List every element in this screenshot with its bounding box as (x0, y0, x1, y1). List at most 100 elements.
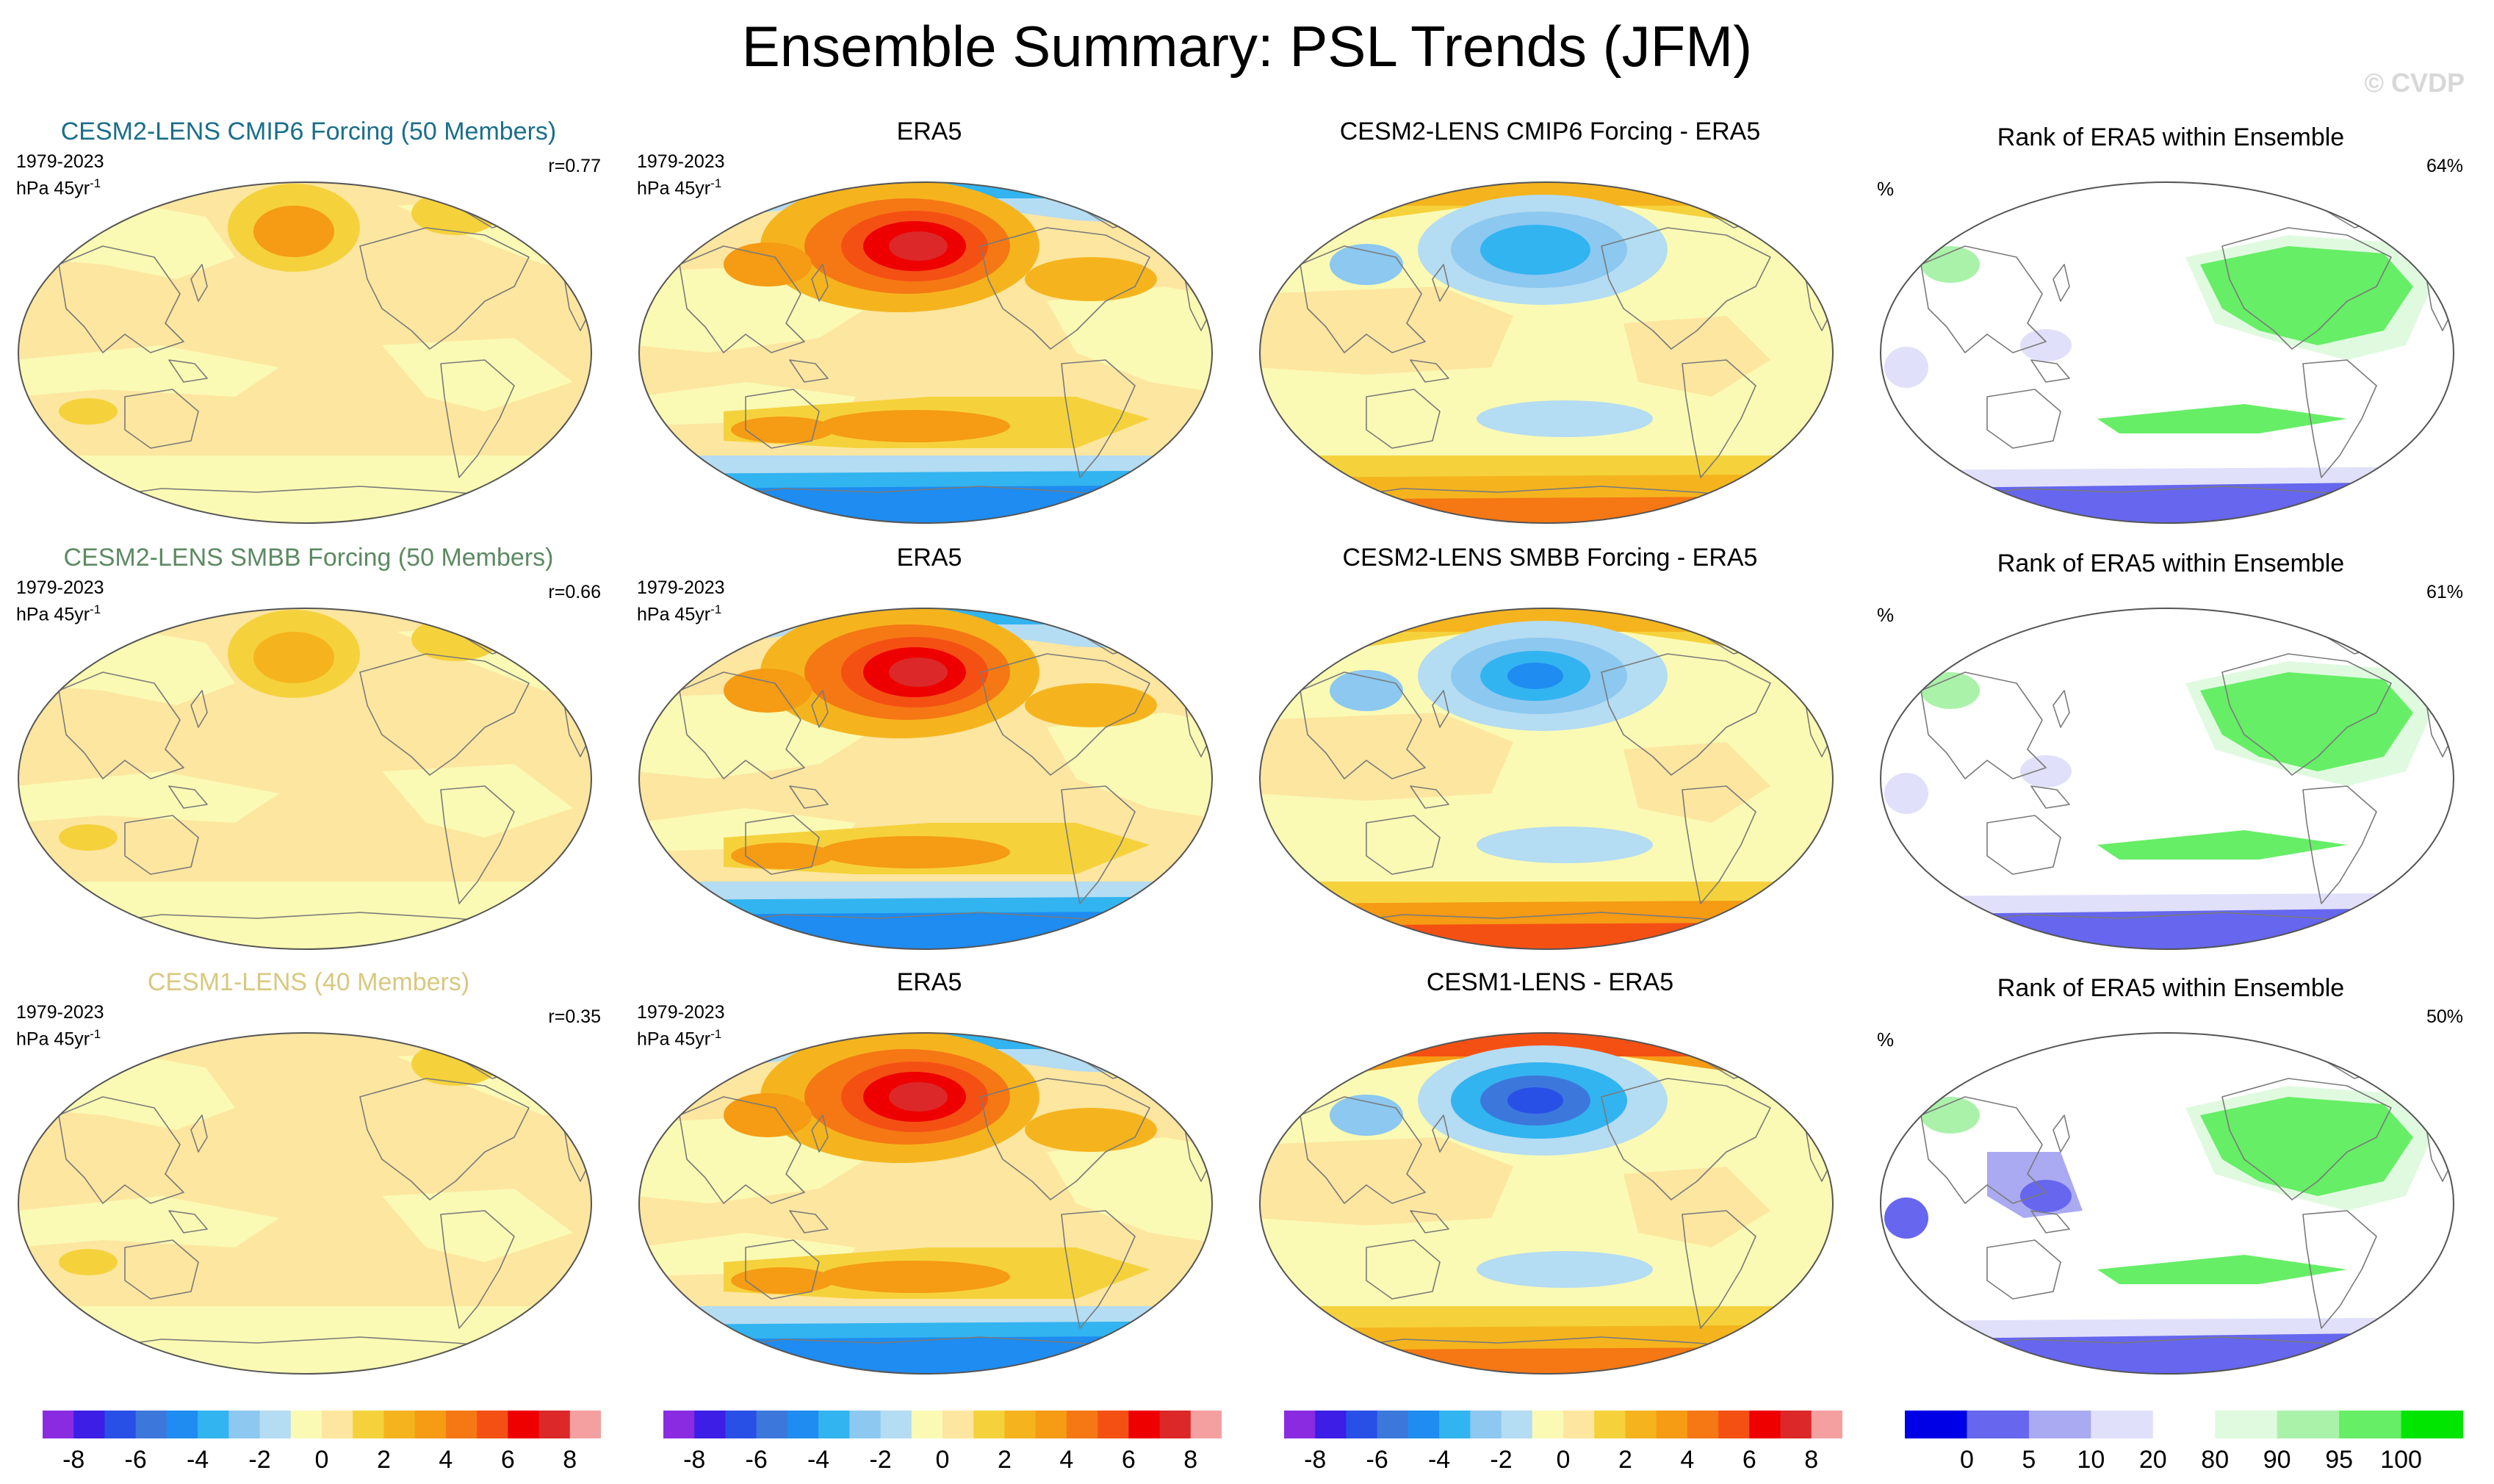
period-units-label: 1979-2023 hPa 45yr-1 (637, 1002, 725, 1050)
colorbar-swatch (477, 1411, 508, 1438)
coastline (811, 690, 829, 728)
trend-contour-region (819, 836, 1010, 868)
coastline (1061, 359, 1136, 478)
coastline (359, 653, 530, 776)
obs-title: ERA5 (896, 968, 962, 996)
colorbar-tick-label: 0 (1556, 1446, 1571, 1474)
units-text: hPa 45yr (16, 178, 90, 199)
colorbar-swatch (1377, 1411, 1409, 1438)
robinson-map (1880, 1032, 2454, 1375)
robinson-map (638, 1032, 1213, 1375)
colorbar-tick-label: -2 (1490, 1446, 1513, 1474)
colorbar-swatch (445, 1411, 477, 1438)
colorbar-tick-label: 90 (2263, 1446, 2291, 1474)
trend-contour-region (731, 843, 834, 869)
rank-title: Rank of ERA5 within Ensemble (1997, 974, 2345, 1002)
coastline (2221, 1078, 2392, 1200)
coastline (1410, 785, 1449, 809)
robinson-map (638, 608, 1213, 950)
difference-panel: CESM2-LENS CMIP6 Forcing - ERA5 (1241, 118, 1859, 529)
colorbar-swatch (880, 1411, 912, 1438)
coastline (2302, 359, 2377, 478)
units-exponent: -1 (710, 176, 722, 190)
colorbar-tick-label: 8 (1804, 1446, 1819, 1474)
difference-title: CESM2-LENS CMIP6 Forcing - ERA5 (1339, 118, 1761, 145)
map-outline (18, 1032, 592, 1375)
coastline (1601, 653, 1771, 776)
period-label: 1979-2023 (16, 577, 104, 598)
colorbar-tick-label: -2 (869, 1446, 892, 1474)
trend-contour-region (819, 1261, 1010, 1293)
trend-contour-region (889, 231, 948, 261)
coastline (168, 359, 208, 383)
trend-contour-region (1260, 287, 1513, 375)
trend-contour-region (382, 338, 573, 411)
coastline (1300, 671, 1426, 779)
coastline (789, 359, 829, 383)
colorbar-swatch (135, 1411, 167, 1438)
colorbar-swatch (1098, 1411, 1129, 1438)
coastline (980, 227, 1150, 350)
robinson-map (1880, 181, 2454, 524)
trend-contour-region (1025, 683, 1157, 727)
units-label: hPa 45yr-1 (16, 599, 104, 625)
map-outline (18, 181, 592, 524)
model-title: CESM1-LENS (40 Members) (147, 968, 470, 996)
colorbar-tick-label: 95 (2325, 1446, 2354, 1474)
colorbar-tick-label: 20 (2138, 1446, 2167, 1474)
trend-contour-region (889, 1082, 948, 1112)
colorbar-swatch (2339, 1411, 2402, 1438)
colorbar-swatch (2152, 1411, 2216, 1438)
colorbar-tick-label: 0 (314, 1446, 329, 1474)
colorbar-swatch (1004, 1411, 1037, 1438)
colorbar-swatch (2028, 1411, 2091, 1438)
trend-contour-region (2200, 246, 2413, 345)
colorbar-swatch (538, 1411, 571, 1438)
colorbar-swatch (353, 1411, 384, 1438)
robinson-map (18, 608, 592, 950)
units-text: hPa 45yr (637, 178, 711, 199)
colorbar-swatch (1749, 1411, 1781, 1438)
robinson-map (1880, 608, 2454, 950)
difference-panel: CESM2-LENS SMBB Forcing - ERA5 (1241, 544, 1859, 955)
trend-contour-region (1330, 1095, 1403, 1136)
trend-contour-region (18, 771, 279, 823)
colorbar-swatch (1128, 1411, 1161, 1438)
units-exponent: -1 (710, 1027, 722, 1041)
coastline (2030, 1210, 2070, 1233)
units-exponent: -1 (710, 602, 722, 616)
units-exponent: -1 (90, 1027, 101, 1041)
trend-contour-region (724, 1093, 812, 1137)
coastline (58, 245, 184, 353)
trend-contour-region (1884, 773, 1928, 814)
difference-title: CESM1-LENS - ERA5 (1426, 968, 1674, 996)
coastline (1432, 690, 1449, 728)
trend-contour-region (2097, 404, 2347, 433)
coastline (811, 1114, 829, 1153)
trend-contour-region (253, 632, 334, 683)
colorbar-swatch (1811, 1411, 1842, 1438)
trend-contour-region (731, 1267, 834, 1294)
colorbar-tick-label: -2 (248, 1446, 271, 1474)
map-outline (18, 608, 592, 950)
colorbar-swatch (1780, 1411, 1812, 1438)
units-label: hPa 45yr-1 (16, 173, 104, 199)
colorbar-swatch (43, 1411, 74, 1438)
colorbar-swatch (911, 1411, 943, 1438)
colorbar-swatch (1439, 1411, 1471, 1438)
colorbar-swatch (1532, 1411, 1564, 1438)
colorbar-tick-label: 2 (1618, 1446, 1632, 1474)
colorbar-swatch (1905, 1411, 1967, 1438)
trend-contour-region (18, 1350, 591, 1374)
colorbar-swatch (1408, 1411, 1440, 1438)
coastline (440, 785, 515, 904)
pattern-correlation: r=0.66 (548, 582, 601, 602)
trend-contour-region (731, 417, 834, 443)
trend-contour-region (724, 242, 812, 287)
cvdp-watermark: © CVDP (2364, 68, 2465, 98)
colorbar-swatch (1190, 1411, 1222, 1438)
coastline (1920, 671, 2047, 779)
trend-contour-region (1881, 1042, 2454, 1071)
coastline (2030, 785, 2070, 809)
trend-contour-region (382, 764, 573, 838)
